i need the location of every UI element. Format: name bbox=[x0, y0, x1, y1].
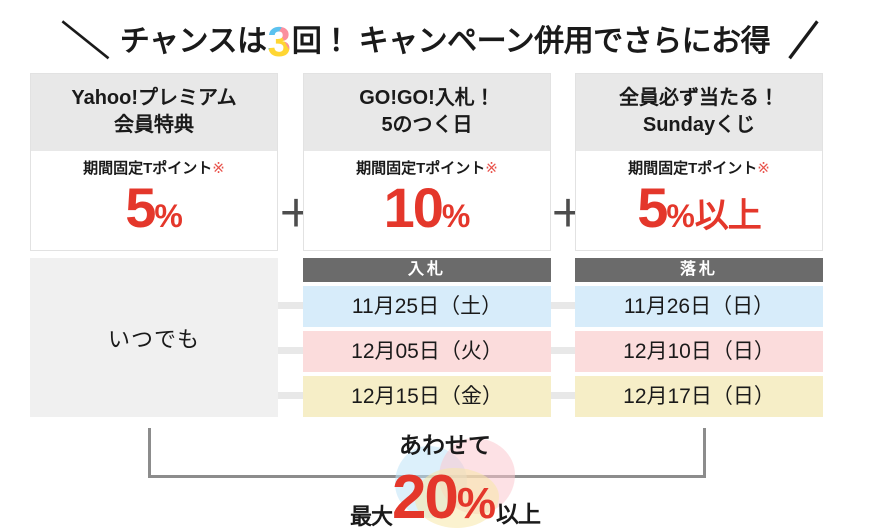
table-row: 12月17日（日） bbox=[575, 376, 823, 417]
table-row: 12月15日（金） bbox=[303, 376, 551, 417]
connector-bar-1a bbox=[278, 302, 303, 309]
blob-yellow-icon bbox=[415, 468, 499, 528]
table-row: 11月25日（土） bbox=[303, 286, 551, 327]
total-number: 20 bbox=[391, 463, 459, 530]
benefit-card-sunday: 全員必ず当たる！ Sundayくじ 期間固定Tポイント※ 5%以上 bbox=[575, 73, 823, 251]
benefit-card-premium-title-line1: Yahoo!プレミアム bbox=[71, 87, 237, 109]
benefit-card-premium-body: 期間固定Tポイント※ 5% bbox=[31, 151, 277, 250]
rate-gogo: 10% bbox=[308, 180, 546, 236]
rate-gogo-percent: % bbox=[441, 198, 471, 234]
headline-number-three: 3 bbox=[267, 18, 291, 65]
benefit-card-gogo-title-line2: 5のつく日 bbox=[381, 114, 473, 136]
benefit-card-sunday-title-line2: Sundayくじ bbox=[642, 114, 756, 136]
point-label-sunday-text: 期間固定Tポイント bbox=[628, 160, 758, 177]
total-summary: あわせて 最大20%以上 bbox=[0, 424, 890, 530]
rate-gogo-number: 10 bbox=[383, 176, 444, 239]
asterisk-mark-sunday: ※ bbox=[757, 160, 770, 177]
benefit-card-premium-header: Yahoo!プレミアム 会員特典 bbox=[31, 74, 277, 151]
slash-right-decoration: ／ bbox=[778, 20, 830, 64]
benefit-card-sunday-title-line1: 全員必ず当たる！ bbox=[619, 87, 779, 109]
point-label-gogo: 期間固定Tポイント※ bbox=[308, 161, 546, 176]
schedule-table-bid-header: 入札 bbox=[303, 258, 551, 282]
table-row: 11月26日（日） bbox=[575, 286, 823, 327]
total-suffix: 以上 bbox=[496, 501, 541, 527]
connector-bar-2b bbox=[550, 347, 575, 354]
rate-sunday-suffix: 以上 bbox=[694, 197, 762, 235]
table-row: 12月05日（火） bbox=[303, 331, 551, 372]
total-percent: % bbox=[456, 479, 497, 528]
connector-bar-3a bbox=[278, 392, 303, 399]
benefit-card-premium-title-line2: 会員特典 bbox=[114, 114, 194, 136]
slash-left-decoration: ＼ bbox=[60, 20, 112, 64]
point-label-sunday: 期間固定Tポイント※ bbox=[580, 161, 818, 176]
anytime-label: いつでも bbox=[107, 326, 200, 352]
plus-sign-1: ＋ bbox=[278, 193, 315, 234]
asterisk-mark-premium: ※ bbox=[212, 160, 225, 177]
benefit-card-sunday-body: 期間固定Tポイント※ 5%以上 bbox=[576, 151, 822, 250]
benefit-card-gogo-title-line1: GO!GO!入札！ bbox=[359, 87, 495, 109]
rate-sunday: 5%以上 bbox=[580, 180, 818, 236]
bracket-tick-left bbox=[148, 428, 151, 478]
bracket-tick-right bbox=[703, 428, 706, 478]
headline: ＼ チャンスは 3 回！ キャンペーン併用でさらにお得 ／ bbox=[0, 18, 890, 66]
schedule-table-win-header: 落札 bbox=[575, 258, 823, 282]
combine-label: あわせて bbox=[399, 432, 491, 458]
rate-premium-number: 5 bbox=[125, 176, 156, 239]
table-row: 12月10日（日） bbox=[575, 331, 823, 372]
rate-premium-percent: % bbox=[154, 198, 183, 234]
schedule-table-bid: 入札 11月25日（土） 12月05日（火） 12月15日（金） bbox=[303, 258, 551, 417]
benefit-card-sunday-header: 全員必ず当たる！ Sundayくじ bbox=[576, 74, 822, 151]
benefit-card-gogo-body: 期間固定Tポイント※ 10% bbox=[304, 151, 550, 250]
pastel-blob-decoration bbox=[395, 432, 520, 528]
anytime-panel: いつでも bbox=[30, 258, 278, 417]
asterisk-mark-gogo: ※ bbox=[485, 160, 498, 177]
rate-sunday-percent: % bbox=[666, 198, 695, 234]
point-label-premium-text: 期間固定Tポイント bbox=[83, 160, 213, 177]
benefit-card-gogo-header: GO!GO!入札！ 5のつく日 bbox=[304, 74, 550, 151]
plus-sign-2: ＋ bbox=[550, 193, 587, 234]
point-label-premium: 期間固定Tポイント※ bbox=[35, 161, 273, 176]
connector-bar-1b bbox=[550, 302, 575, 309]
rate-sunday-number: 5 bbox=[637, 176, 668, 239]
total-rate-line: 最大20%以上 bbox=[0, 467, 890, 529]
connector-bar-2a bbox=[278, 347, 303, 354]
rate-premium: 5% bbox=[35, 180, 273, 236]
headline-text-before: チャンスは bbox=[119, 25, 267, 58]
headline-text-after: 回！ キャンペーン併用でさらにお得 bbox=[291, 25, 771, 58]
schedule-table-win: 落札 11月26日（日） 12月10日（日） 12月17日（日） bbox=[575, 258, 823, 417]
point-label-gogo-text: 期間固定Tポイント bbox=[356, 160, 486, 177]
total-max-label: 最大 bbox=[349, 504, 393, 529]
benefit-card-gogo: GO!GO!入札！ 5のつく日 期間固定Tポイント※ 10% bbox=[303, 73, 551, 251]
connector-bar-3b bbox=[550, 392, 575, 399]
benefit-card-premium: Yahoo!プレミアム 会員特典 期間固定Tポイント※ 5% bbox=[30, 73, 278, 251]
